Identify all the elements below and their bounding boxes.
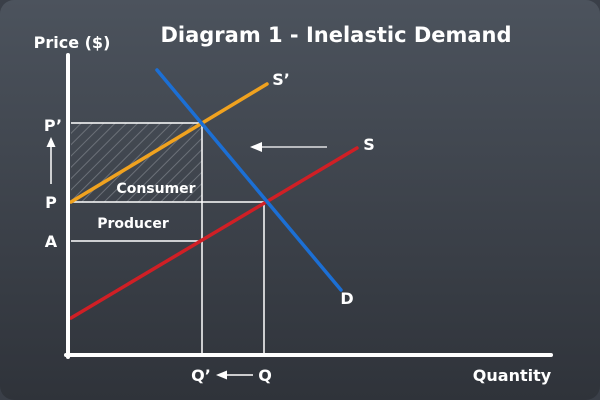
- price-label-a: A: [45, 232, 58, 251]
- supply-label: S: [363, 135, 375, 154]
- x-axis-label: Quantity: [473, 366, 552, 385]
- quantity-label-q-prime: Q’: [191, 366, 211, 385]
- demand-label: D: [340, 289, 353, 308]
- supply-curve: [69, 146, 359, 320]
- axes: [64, 53, 553, 359]
- supply-shift-arrow: [250, 142, 327, 152]
- producer-area-label: Producer: [97, 216, 169, 232]
- supply-new-curve: [69, 82, 269, 204]
- consumer-area-label: Consumer: [116, 181, 195, 197]
- quantity-left-arrow: [216, 370, 253, 380]
- guide-lines: [71, 122, 265, 355]
- price-up-arrow: [46, 137, 56, 184]
- supply-new-label: S’: [272, 70, 290, 89]
- price-label-p-prime: P’: [44, 116, 62, 135]
- diagram-title: Diagram 1 - Inelastic Demand: [160, 23, 511, 47]
- price-label-p: P: [45, 193, 57, 212]
- quantity-label-q: Q: [258, 366, 272, 385]
- y-axis-label: Price ($): [34, 33, 111, 52]
- demand-curve: [155, 68, 343, 292]
